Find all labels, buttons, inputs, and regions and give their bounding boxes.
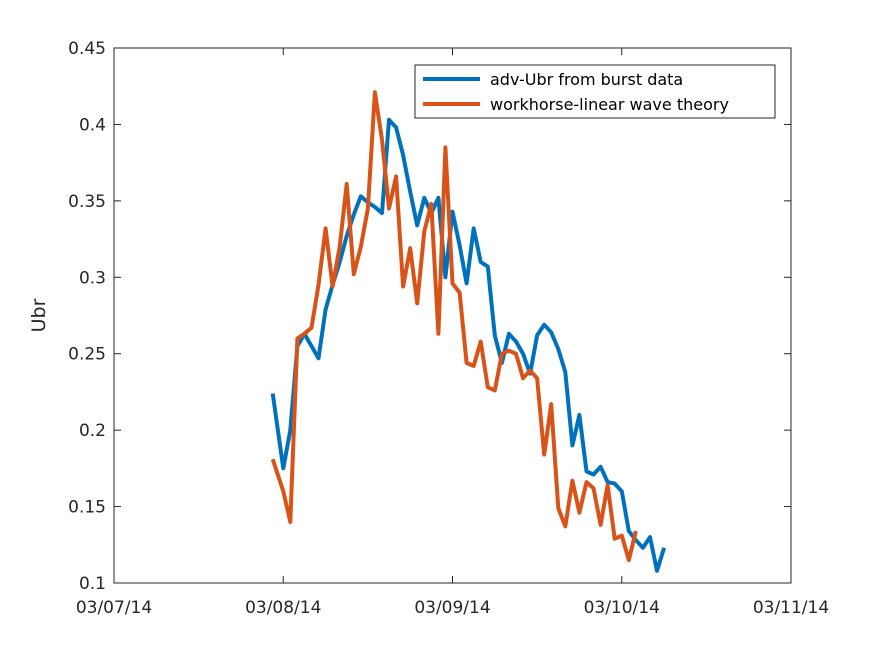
y-tick-label: 0.35 xyxy=(68,192,106,212)
x-tick-label: 03/08/14 xyxy=(245,598,321,618)
y-tick-label: 0.4 xyxy=(79,115,106,135)
axes-box xyxy=(113,47,792,584)
x-tick-label: 03/09/14 xyxy=(414,598,490,618)
y-axis: 0.1 0.15 0.2 0.25 0.3 0.35 0.4 0.45 xyxy=(68,39,791,594)
x-tick-label: 03/10/14 xyxy=(584,598,660,618)
legend: adv-Ubr from burst data workhorse-linear … xyxy=(414,64,776,119)
series-line-1 xyxy=(270,117,667,573)
y-tick-label: 0.1 xyxy=(79,574,106,594)
legend-label: adv-Ubr from burst data xyxy=(490,70,683,89)
x-tick-label: 03/07/14 xyxy=(76,598,152,618)
plot-area xyxy=(113,47,792,584)
series-line-2 xyxy=(270,90,638,563)
y-tick-label: 0.2 xyxy=(79,421,106,441)
y-tick-label: 0.3 xyxy=(79,268,106,288)
series-layer xyxy=(270,90,667,573)
y-tick-label: 0.15 xyxy=(68,498,106,518)
legend-label: workhorse-linear wave theory xyxy=(490,95,729,114)
y-tick-label: 0.25 xyxy=(68,345,106,365)
y-tick-label: 0.45 xyxy=(68,39,106,59)
y-axis-label: Ubr xyxy=(28,298,50,332)
x-axis: 03/07/14 03/08/14 03/09/14 03/10/14 03/11/14 xyxy=(76,48,829,618)
legend-box xyxy=(414,64,776,119)
x-tick-label: 03/11/14 xyxy=(753,598,829,618)
